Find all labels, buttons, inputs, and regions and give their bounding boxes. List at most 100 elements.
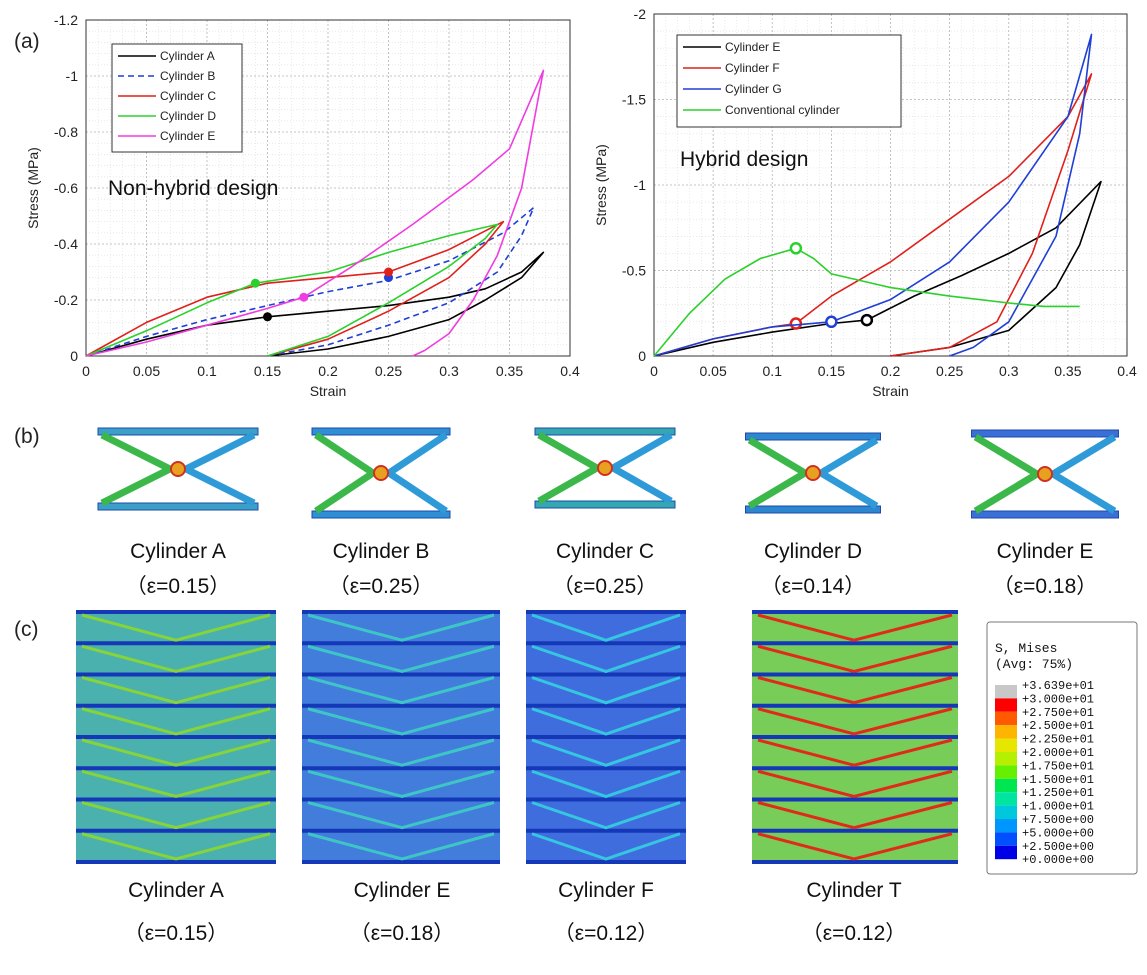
cylinder-strut [307, 801, 495, 830]
legend-label: Conventional cylinder [725, 103, 840, 117]
x-axis-label: Strain [872, 383, 909, 399]
series-line-cylinder-e [85, 69, 545, 357]
cell-strut-left [100, 431, 178, 507]
unit-cell-name: Cylinder B [333, 540, 430, 563]
cylinder-ring [76, 766, 276, 771]
cylinder-ring [752, 797, 958, 802]
cylinder-ring [752, 735, 958, 739]
cylinder-strut [757, 613, 953, 642]
marker-cylinder-c [384, 267, 393, 277]
y-tick-label: -0.2 [54, 292, 78, 308]
unit-cell-strain: （ε=0.15） [126, 575, 231, 598]
cylinder-ring [76, 703, 276, 708]
panel-label-c: (c) [14, 618, 39, 641]
cell-bottom-bar [971, 510, 1119, 519]
marker-conventional-cylinder [789, 242, 803, 255]
colorbar-swatch [995, 805, 1017, 819]
x-tick-label: 0 [650, 363, 658, 379]
cylinder-ring [302, 828, 500, 833]
colorbar-level: +1.500e+01 [1022, 773, 1094, 787]
cylinder-ring [302, 672, 500, 677]
cylinder-model-2: Cylinder E （ε=0.18） [302, 610, 500, 945]
cylinder-strut [307, 769, 495, 799]
cylinder-ring [526, 703, 686, 708]
cylinder-strut [531, 769, 681, 799]
marker-cylinder-a [263, 312, 272, 322]
series-line-cylinder-g [653, 33, 1093, 357]
x-tick-label: 0.3 [999, 363, 1019, 379]
marker-cylinder-g [825, 315, 838, 329]
cylinder-ring [752, 641, 958, 646]
colorbar-level: +2.000e+01 [1022, 746, 1094, 760]
cylinder-strut [307, 832, 495, 861]
cylinder-strut [757, 644, 953, 674]
cylinder-ring [526, 672, 686, 677]
legend-label: Cylinder E [725, 40, 780, 54]
series-line-cylinder-d [85, 223, 499, 357]
unit-cell-strain: （ε=0.25） [329, 575, 434, 598]
chart-hybrid: 0 0.05 0.1 0.15 0.2 0.25 0.3 0.35 0.4 0 -0.5 -1 -1.5… [593, 6, 1137, 399]
legend-label: Cylinder A [160, 49, 215, 63]
y-axis-label: Stress (MPa) [25, 147, 41, 229]
colorbar-level: +2.500e+01 [1022, 719, 1094, 733]
cylinder-name: Cylinder E [354, 879, 451, 902]
unit-cell-5: Cylinder E （ε=0.18） [971, 429, 1119, 598]
colorbar-title: S, Mises [995, 641, 1057, 656]
colorbar-swatch [995, 792, 1017, 806]
unit-cell-3: Cylinder C （ε=0.25） [534, 427, 676, 598]
cylinder-strut [307, 676, 495, 705]
cylinder-strut [757, 769, 953, 799]
legend-box [111, 43, 243, 153]
cylinder-strut [531, 738, 681, 767]
colorbar-swatch [995, 752, 1017, 766]
unit-cell-2: Cylinder B （ε=0.25） [311, 427, 451, 598]
cylinder-strain: （ε=0.12） [554, 922, 659, 945]
cylinder-ring [76, 860, 276, 864]
marker-cylinder-d [250, 278, 260, 288]
cylinder-ring [752, 860, 958, 864]
colorbar-subtitle: (Avg: 75%) [995, 657, 1073, 672]
colorbar-level: +2.750e+01 [1022, 706, 1094, 720]
colorbar-swatch [995, 738, 1017, 752]
x-tick-label: 0.4 [1117, 363, 1137, 379]
unit-cell-strain: （ε=0.18） [993, 575, 1098, 598]
cylinder-model-1: Cylinder A （ε=0.15） [76, 610, 276, 945]
cylinder-strut [757, 738, 953, 767]
x-tick-label: 0 [82, 363, 90, 379]
x-tick-label: 0.35 [1054, 363, 1081, 379]
series-line-cylinder-a [85, 251, 545, 357]
x-tick-label: 0.05 [133, 363, 160, 379]
legend-label: Cylinder B [160, 69, 215, 83]
chart-annotation: Hybrid design [680, 148, 808, 171]
cylinder-ring [526, 828, 686, 833]
cylinder-strut [81, 832, 271, 861]
x-tick-label: 0.05 [700, 363, 727, 379]
colorbar-level: +5.000e+00 [1022, 826, 1094, 840]
x-tick-label: 0.4 [560, 363, 580, 379]
y-tick-label: -0.8 [54, 124, 78, 140]
chart-non-hybrid: 0 0.05 0.1 0.15 0.2 0.25 0.3 0.35 0.4 0 -0.2 -0.4 -0… [25, 12, 580, 399]
unit-cell-name: Cylinder A [130, 540, 226, 563]
cylinder-ring [76, 797, 276, 802]
cylinder-ring [302, 860, 500, 864]
cylinder-strut [757, 676, 953, 705]
series-line-conventional-cylinder [653, 247, 1080, 357]
colorbar-swatch [995, 698, 1017, 712]
cylinder-strut [307, 707, 495, 736]
colorbar-swatch [995, 711, 1017, 726]
cylinder-strut [81, 676, 271, 705]
colorbar-frame [986, 621, 1138, 875]
cell-strut-right [605, 431, 673, 505]
cell-bottom-bar [745, 505, 881, 514]
cylinder-strut [757, 801, 953, 830]
cell-hinge [805, 465, 821, 481]
colorbar-level: +0.000e+00 [1022, 853, 1094, 867]
cell-strut-right [382, 432, 448, 514]
cylinder-ring [302, 610, 500, 614]
y-tick-label: -1.2 [54, 12, 78, 28]
cell-top-bar [311, 427, 451, 436]
cylinder-ring [76, 828, 276, 833]
colorbar-swatch [995, 819, 1017, 833]
cell-bottom-bar [534, 500, 676, 509]
